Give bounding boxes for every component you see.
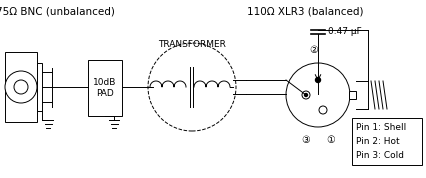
Circle shape: [14, 80, 28, 94]
Circle shape: [305, 93, 308, 96]
Text: TRANSFORMER: TRANSFORMER: [158, 40, 226, 49]
Text: Pin 1: Shell
Pin 2: Hot
Pin 3: Cold: Pin 1: Shell Pin 2: Hot Pin 3: Cold: [356, 123, 406, 160]
Text: ③: ③: [302, 135, 311, 145]
Text: 75Ω BNC (unbalanced): 75Ω BNC (unbalanced): [0, 7, 115, 17]
Circle shape: [286, 63, 350, 127]
Circle shape: [316, 77, 320, 82]
Text: 10dB
PAD: 10dB PAD: [93, 78, 117, 98]
Text: 0.47 μF: 0.47 μF: [328, 27, 362, 36]
Bar: [352, 118, 422, 165]
Circle shape: [5, 71, 37, 103]
Bar: [37, 63, 42, 111]
Circle shape: [302, 91, 310, 99]
Text: ②: ②: [310, 45, 318, 55]
Text: 110Ω XLR3 (balanced): 110Ω XLR3 (balanced): [247, 7, 363, 17]
Bar: [349, 91, 356, 99]
Text: ①: ①: [327, 135, 335, 145]
Bar: [88, 60, 122, 116]
Circle shape: [148, 43, 236, 131]
Bar: [5, 52, 37, 122]
Circle shape: [319, 106, 327, 114]
